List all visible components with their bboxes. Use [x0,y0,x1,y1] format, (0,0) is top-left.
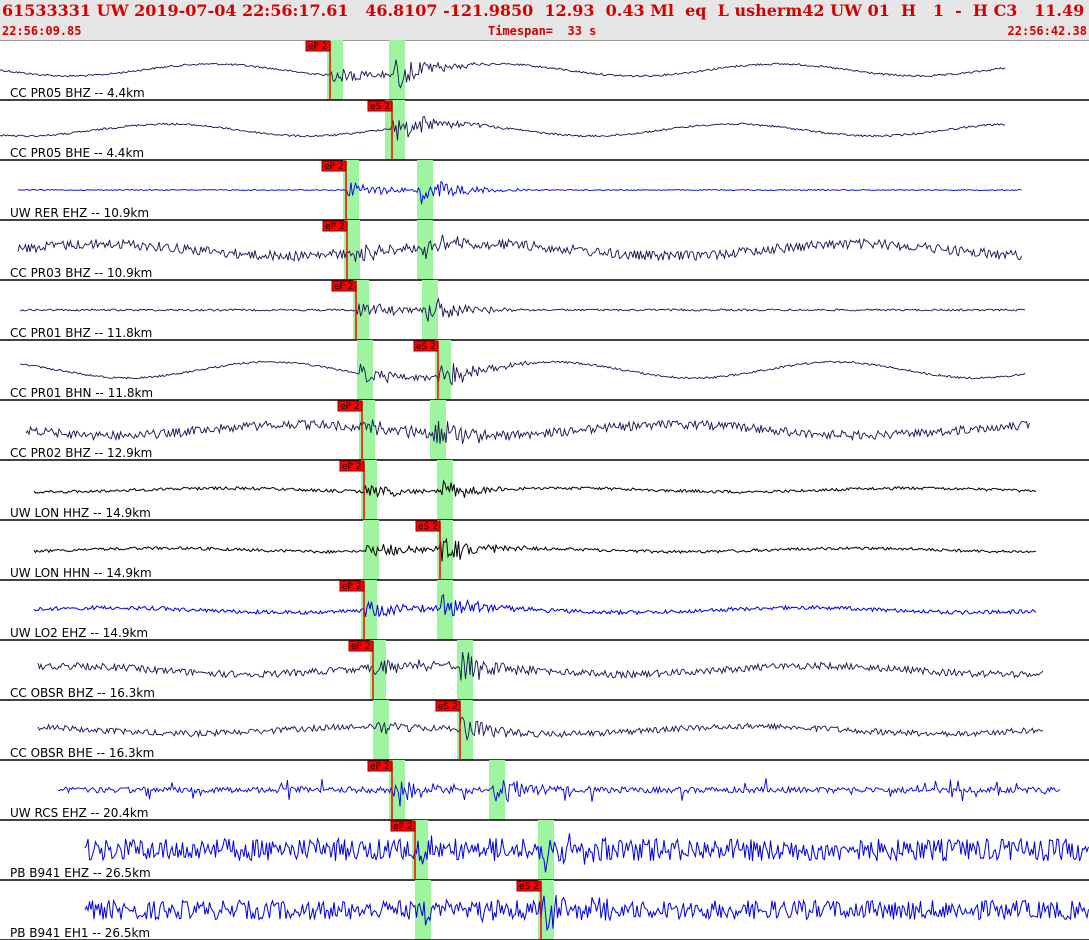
trace-row[interactable]: eP 2 CC PR03 BHZ -- 10.9km [0,220,1089,281]
pick-label: eS 2 [370,102,390,112]
seismic-trace [37,716,1044,742]
pick-label: eP 2 [393,822,413,832]
p-window [361,580,377,640]
pick-label: eP 2 [351,642,371,652]
pick-flag[interactable] [305,40,331,52]
p-window [370,640,386,700]
pick-label: eP 2 [325,222,345,232]
trace-row[interactable]: eP 2 UW RER EHZ -- 10.9km [0,160,1089,221]
pick-label: eP 2 [324,162,344,172]
pick-flag[interactable] [435,700,461,712]
end-time-label: 22:56:42.38 [1007,24,1087,38]
seismic-trace [19,297,1026,322]
trace-row[interactable]: eP 2 UW LO2 EHZ -- 14.9km [0,580,1089,641]
trace-row[interactable]: eP 2 CC PR05 BHZ -- 4.4km [0,40,1089,101]
pick-label: eS 2 [438,702,458,712]
pick-flag[interactable] [331,280,357,292]
s-window [489,760,505,820]
seismic-trace [84,895,1089,932]
seismogram-header: 61533331 UW 2019-07-04 22:56:17.61 46.81… [0,0,1089,41]
trace-row[interactable]: eP 2 PB B941 EHZ -- 26.5km [0,820,1089,881]
seismic-trace [0,59,1006,89]
seismic-trace [33,479,1037,499]
s-window [389,40,405,100]
pick-flag[interactable] [367,100,393,112]
channel-label: PB B941 EHZ -- 26.5km [10,866,151,880]
p-window [343,160,359,220]
pick-label: eP 2 [334,282,354,292]
pick-flag[interactable] [321,160,347,172]
pick-flag[interactable] [348,640,374,652]
seismic-trace [84,833,1089,873]
pick-label: eS 2 [416,342,436,352]
s-window [417,160,433,220]
trace-row[interactable]: eS 2 PB B941 EH1 -- 26.5km [0,880,1089,940]
channel-label: PB B941 EH1 -- 26.5km [10,926,150,940]
s-window [437,460,453,520]
pick-label: eS 2 [418,522,438,532]
seismic-trace [33,537,1037,562]
pick-label: eP 2 [308,42,328,52]
channel-label: CC PR05 BHZ -- 4.4km [10,86,145,100]
channel-label: UW LON HHZ -- 14.9km [10,506,151,520]
pick-label: eS 2 [519,882,539,892]
waveform-plot[interactable]: eP 2 CC PR05 BHZ -- 4.4km eS 2 CC PR05 BHE … [0,40,1089,940]
seismic-trace [0,116,1006,141]
s-window [538,820,554,880]
s-window [437,520,453,580]
trace-row[interactable]: eS 2 CC OBSR BHE -- 16.3km [0,700,1089,761]
s-window [435,340,451,400]
seismic-trace [57,778,1061,807]
channel-label: UW RER EHZ -- 10.9km [10,206,149,220]
pick-flag[interactable] [339,580,365,592]
pick-flag[interactable] [322,220,348,232]
channel-label: CC PR03 BHZ -- 10.9km [10,266,152,280]
channel-label: UW RCS EHZ -- 20.4km [10,806,149,820]
pick-flag[interactable] [413,340,439,352]
trace-row[interactable]: eS 2 UW LON HHN -- 14.9km [0,520,1089,581]
channel-label: CC PR01 BHZ -- 11.8km [10,326,152,340]
s-window [389,100,405,160]
seismic-trace [25,419,1030,445]
pick-label: eP 2 [342,462,362,472]
trace-row[interactable]: eP 2 UW RCS EHZ -- 20.4km [0,760,1089,821]
p-window [359,400,375,460]
channel-label: CC OBSR BHZ -- 16.3km [10,686,155,700]
seismic-trace [17,234,1022,263]
channel-label: CC OBSR BHE -- 16.3km [10,746,154,760]
seismic-trace [37,651,1044,681]
channel-label: CC PR01 BHN -- 11.8km [10,386,153,400]
p-window [344,220,360,280]
pick-flag[interactable] [367,760,393,772]
p-window [353,280,369,340]
timespan-label: Timespan= 33 s [488,24,597,38]
trace-row[interactable]: eP 2 CC PR01 BHZ -- 11.8km [0,280,1089,341]
trace-row[interactable]: eP 2 UW LON HHZ -- 14.9km [0,460,1089,521]
trace-row[interactable]: eP 2 CC OBSR BHZ -- 16.3km [0,640,1089,701]
pick-flag[interactable] [339,460,365,472]
pick-label: eP 2 [342,582,362,592]
pick-flag[interactable] [415,520,441,532]
trace-row[interactable]: eS 2 CC PR05 BHE -- 4.4km [0,100,1089,161]
pick-flag[interactable] [337,400,363,412]
trace-row[interactable]: eP 2 CC PR02 BHZ -- 12.9km [0,400,1089,461]
channel-label: CC PR02 BHZ -- 12.9km [10,446,152,460]
pick-label: eP 2 [370,762,390,772]
channel-label: UW LON HHN -- 14.9km [10,566,152,580]
channel-label: CC PR05 BHE -- 4.4km [10,146,144,160]
seismic-trace [17,180,1022,205]
p-window [327,40,343,100]
pick-label: eP 2 [340,402,360,412]
trace-row[interactable]: eS 2 CC PR01 BHN -- 11.8km [0,340,1089,401]
pick-flag[interactable] [516,880,542,892]
s-window [538,880,554,940]
event-summary-title: 61533331 UW 2019-07-04 22:56:17.61 46.81… [2,1,1089,20]
seismic-trace [33,593,1037,618]
p-window [412,820,428,880]
start-time-label: 22:56:09.85 [2,24,82,38]
channel-label: UW LO2 EHZ -- 14.9km [10,626,148,640]
pick-flag[interactable] [390,820,416,832]
seismic-trace [19,360,1026,387]
